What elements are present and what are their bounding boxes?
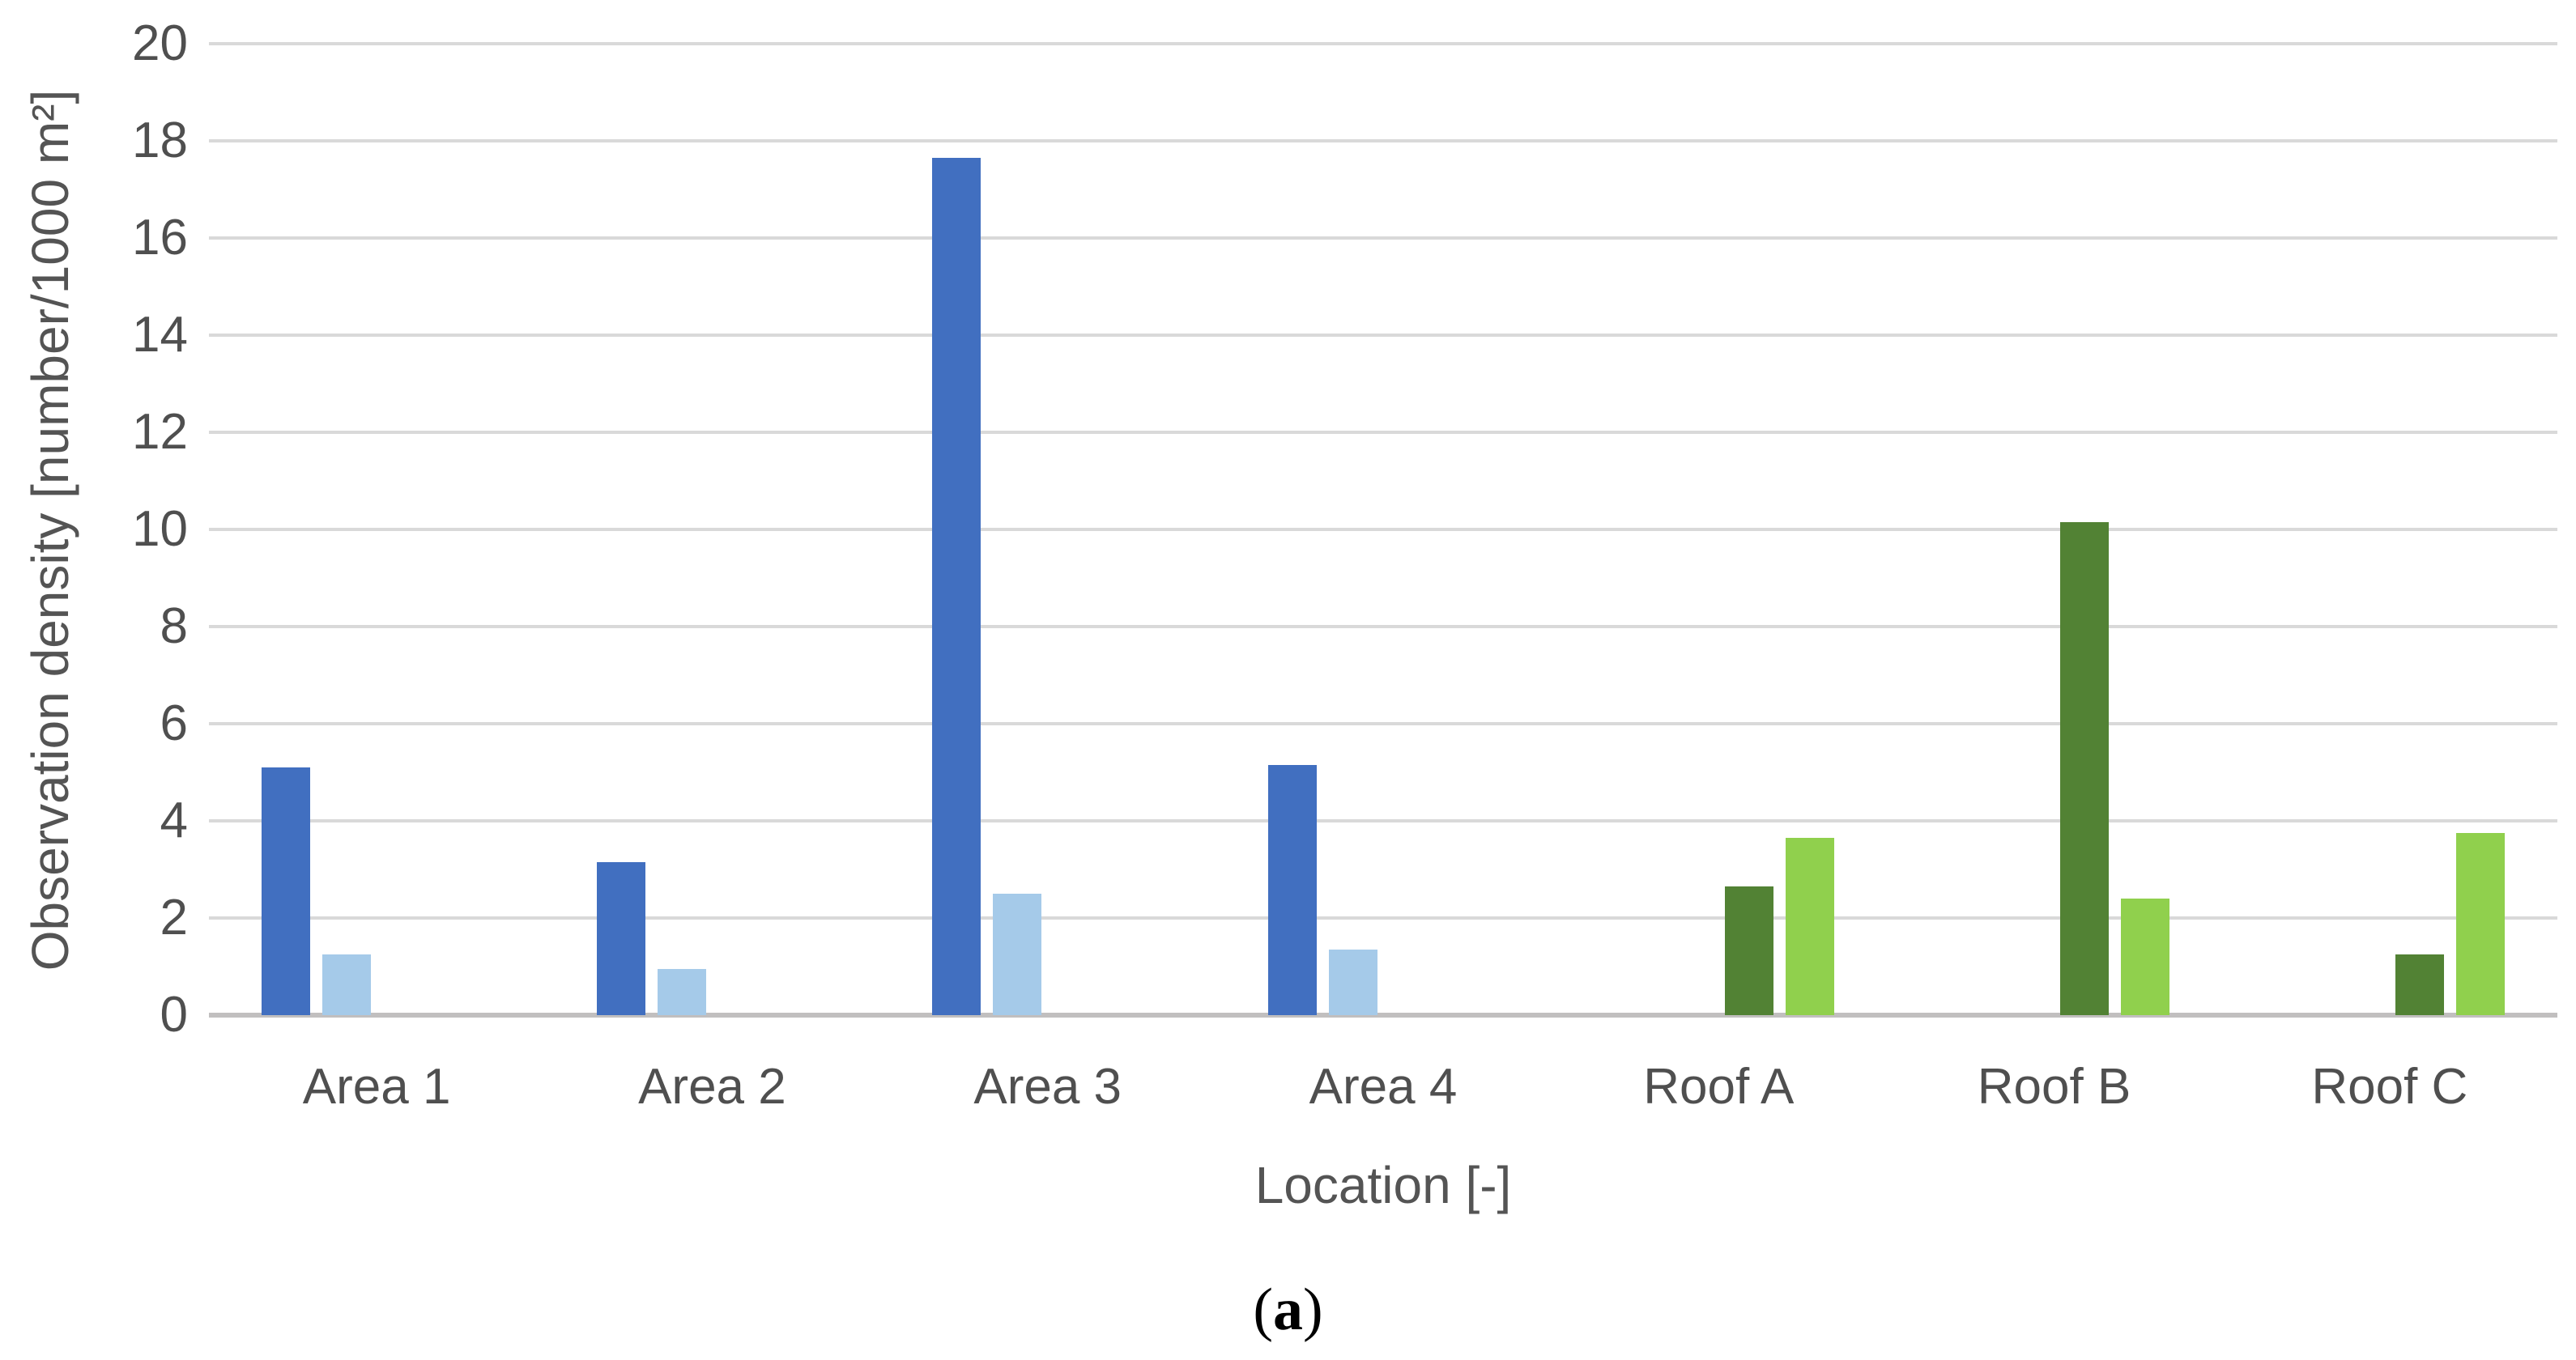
y-tick-label-6: 6 bbox=[160, 695, 188, 751]
y-tick-label-18: 18 bbox=[132, 113, 188, 168]
category-label-roof-a: Roof A bbox=[1643, 1059, 1795, 1115]
y-tick-label-2: 2 bbox=[160, 890, 188, 946]
bar-roof-b-dark-green bbox=[2060, 522, 2110, 1015]
gridline-y-12 bbox=[209, 431, 2557, 434]
bar-roof-b-light-green bbox=[2121, 899, 2170, 1015]
y-tick-label-12: 12 bbox=[132, 404, 188, 460]
y-tick-label-16: 16 bbox=[132, 210, 188, 266]
bar-roof-c-dark-green bbox=[2395, 954, 2445, 1015]
gridline-y-18 bbox=[209, 139, 2557, 142]
y-tick-label-10: 10 bbox=[132, 501, 188, 557]
x-axis-baseline bbox=[209, 1013, 2557, 1018]
y-tick-label-14: 14 bbox=[132, 307, 188, 363]
y-tick-label-8: 8 bbox=[160, 598, 188, 654]
bar-area-1-dark-blue bbox=[261, 767, 310, 1015]
bar-area-4-dark-blue bbox=[1267, 765, 1317, 1015]
y-tick-label-4: 4 bbox=[160, 793, 188, 848]
gridline-y-6 bbox=[209, 722, 2557, 725]
gridline-y-16 bbox=[209, 236, 2557, 240]
category-label-area-3: Area 3 bbox=[973, 1059, 1122, 1115]
x-axis-title: Location [-] bbox=[1254, 1156, 1512, 1214]
bar-area-3-dark-blue bbox=[932, 158, 981, 1015]
category-label-roof-c: Roof C bbox=[2311, 1059, 2468, 1115]
category-label-area-1: Area 1 bbox=[302, 1059, 451, 1115]
bar-area-3-light-blue bbox=[993, 894, 1042, 1015]
bar-roof-c-light-green bbox=[2456, 833, 2506, 1015]
caption-close-paren: ) bbox=[1303, 1277, 1323, 1343]
gridline-y-10 bbox=[209, 528, 2557, 531]
gridline-y-2 bbox=[209, 916, 2557, 920]
gridline-y-20 bbox=[209, 42, 2557, 45]
bar-area-2-dark-blue bbox=[596, 862, 645, 1015]
gridline-y-14 bbox=[209, 334, 2557, 337]
y-tick-label-0: 0 bbox=[160, 987, 188, 1043]
bar-roof-a-dark-green bbox=[1724, 886, 1773, 1015]
bar-area-1-light-blue bbox=[321, 954, 371, 1015]
gridline-y-4 bbox=[209, 819, 2557, 822]
category-label-area-4: Area 4 bbox=[1309, 1059, 1458, 1115]
bar-roof-a-light-green bbox=[1785, 838, 1834, 1015]
bar-area-2-light-blue bbox=[657, 969, 706, 1015]
category-label-area-2: Area 2 bbox=[638, 1059, 786, 1115]
bar-area-4-light-blue bbox=[1328, 950, 1377, 1015]
caption-open-paren: ( bbox=[1253, 1277, 1273, 1343]
gridline-y-8 bbox=[209, 625, 2557, 628]
caption-letter: a bbox=[1273, 1277, 1303, 1343]
category-label-roof-b: Roof B bbox=[1977, 1059, 2131, 1115]
y-tick-label-20: 20 bbox=[132, 15, 188, 71]
figure-caption: (a) bbox=[0, 1277, 2576, 1342]
